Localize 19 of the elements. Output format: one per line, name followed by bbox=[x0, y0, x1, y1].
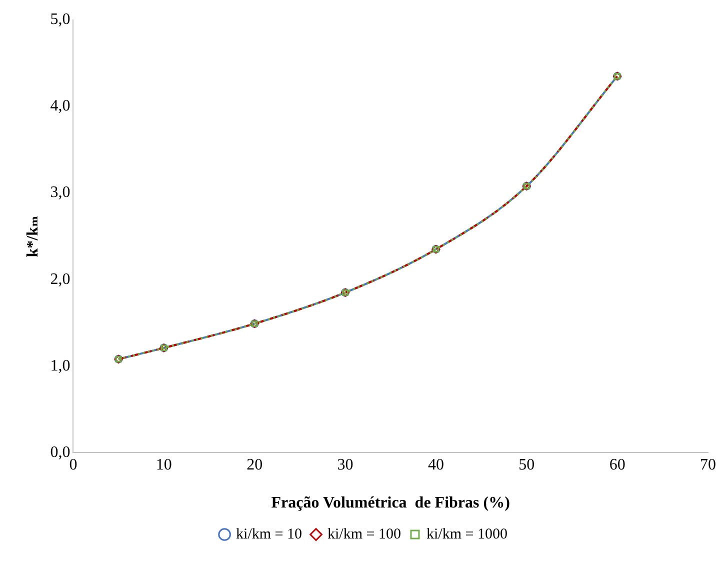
legend-label: ki/km = 10 bbox=[236, 526, 302, 542]
x-tick-label: 50 bbox=[518, 456, 535, 474]
x-tick-label: 0 bbox=[69, 456, 78, 474]
x-tick-label: 60 bbox=[609, 456, 626, 474]
x-axis-title: Fração Volumétrica de Fibras (%) bbox=[271, 494, 510, 512]
x-tick-label: 70 bbox=[700, 456, 716, 474]
y-axis-title: k*/kₘ bbox=[24, 215, 42, 258]
x-tick-label: 10 bbox=[156, 456, 172, 474]
x-tick-label: 20 bbox=[246, 456, 263, 474]
y-tick-label: 1,0 bbox=[50, 357, 70, 374]
legend-label: ki/km = 1000 bbox=[426, 526, 508, 542]
y-tick-label: 4,0 bbox=[50, 98, 70, 115]
y-tick-label: 3,0 bbox=[50, 184, 70, 202]
y-tick-label: 0,0 bbox=[50, 444, 70, 461]
legend-label: ki/km = 100 bbox=[328, 526, 401, 542]
x-tick-label: 30 bbox=[337, 456, 354, 474]
x-tick-label: 40 bbox=[428, 456, 444, 474]
y-tick-label: 2,0 bbox=[50, 270, 70, 288]
y-tick-label: 5,0 bbox=[50, 11, 70, 28]
